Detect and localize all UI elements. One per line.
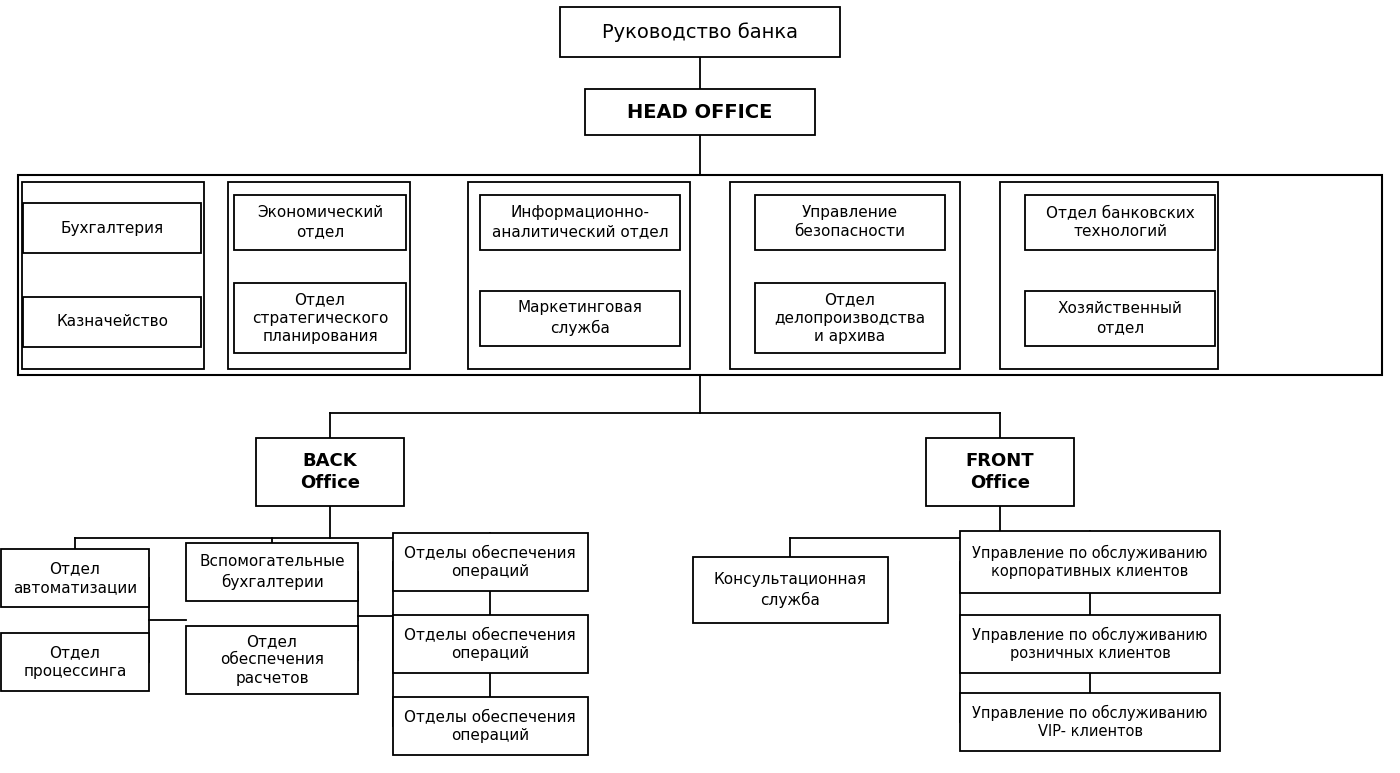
Bar: [234, 283, 406, 353]
Text: Отдел
автоматизации: Отдел автоматизации: [13, 561, 137, 594]
Bar: [755, 283, 945, 353]
Text: Информационно-
аналитический отдел: Информационно- аналитический отдел: [491, 205, 668, 239]
Text: Вспомогательные
бухгалтерии: Вспомогательные бухгалтерии: [199, 554, 344, 590]
Bar: [392, 615, 588, 673]
Text: Экономический
отдел: Экономический отдел: [258, 205, 384, 239]
Bar: [18, 175, 1382, 375]
Bar: [1025, 195, 1215, 250]
Bar: [755, 195, 945, 250]
Bar: [22, 297, 202, 347]
Bar: [480, 195, 680, 250]
Bar: [960, 531, 1219, 593]
Text: Управление по обслуживанию
корпоративных клиентов: Управление по обслуживанию корпоративных…: [973, 545, 1208, 580]
Bar: [392, 697, 588, 755]
Text: Управление
безопасности: Управление безопасности: [795, 205, 906, 239]
Text: Управление по обслуживанию
VIP- клиентов: Управление по обслуживанию VIP- клиентов: [973, 705, 1208, 740]
Text: Руководство банка: Руководство банка: [602, 22, 798, 42]
Bar: [22, 203, 202, 253]
Bar: [186, 626, 358, 694]
Bar: [585, 89, 815, 135]
Text: Бухгалтерия: Бухгалтерия: [60, 220, 164, 236]
Text: Отдел
обеспечения
расчетов: Отдел обеспечения расчетов: [220, 634, 323, 686]
Bar: [960, 693, 1219, 751]
Bar: [1, 549, 148, 607]
Bar: [1, 633, 148, 691]
Bar: [1000, 182, 1218, 369]
Bar: [392, 533, 588, 591]
Bar: [925, 438, 1074, 506]
Bar: [1025, 291, 1215, 346]
Text: Отдел
делопроизводства
и архива: Отдел делопроизводства и архива: [774, 292, 925, 344]
Text: Отделы обеспечения
операций: Отделы обеспечения операций: [405, 709, 575, 743]
Bar: [729, 182, 960, 369]
Text: Отдел
процессинга: Отдел процессинга: [24, 645, 126, 679]
Bar: [186, 543, 358, 601]
Text: Управление по обслуживанию
розничных клиентов: Управление по обслуживанию розничных кли…: [973, 627, 1208, 662]
Bar: [960, 615, 1219, 673]
Text: Отделы обеспечения
операций: Отделы обеспечения операций: [405, 627, 575, 661]
Bar: [22, 182, 204, 369]
Bar: [693, 557, 888, 623]
Text: Маркетинговая
служба: Маркетинговая служба: [518, 301, 643, 335]
Bar: [468, 182, 690, 369]
Text: FRONT
Office: FRONT Office: [966, 452, 1035, 492]
Bar: [228, 182, 410, 369]
Bar: [234, 195, 406, 250]
Text: HEAD OFFICE: HEAD OFFICE: [627, 103, 773, 121]
Text: Консультационная
служба: Консультационная служба: [714, 573, 867, 608]
Text: Отделы обеспечения
операций: Отделы обеспечения операций: [405, 545, 575, 579]
Text: Отдел банковских
технологий: Отдел банковских технологий: [1046, 205, 1194, 239]
Bar: [480, 291, 680, 346]
Text: BACK
Office: BACK Office: [300, 452, 360, 492]
Text: Отдел
стратегического
планирования: Отдел стратегического планирования: [252, 292, 388, 344]
Text: Хозяйственный
отдел: Хозяйственный отдел: [1057, 301, 1183, 335]
Bar: [560, 7, 840, 57]
Text: Казначейство: Казначейство: [56, 315, 168, 329]
Bar: [256, 438, 405, 506]
